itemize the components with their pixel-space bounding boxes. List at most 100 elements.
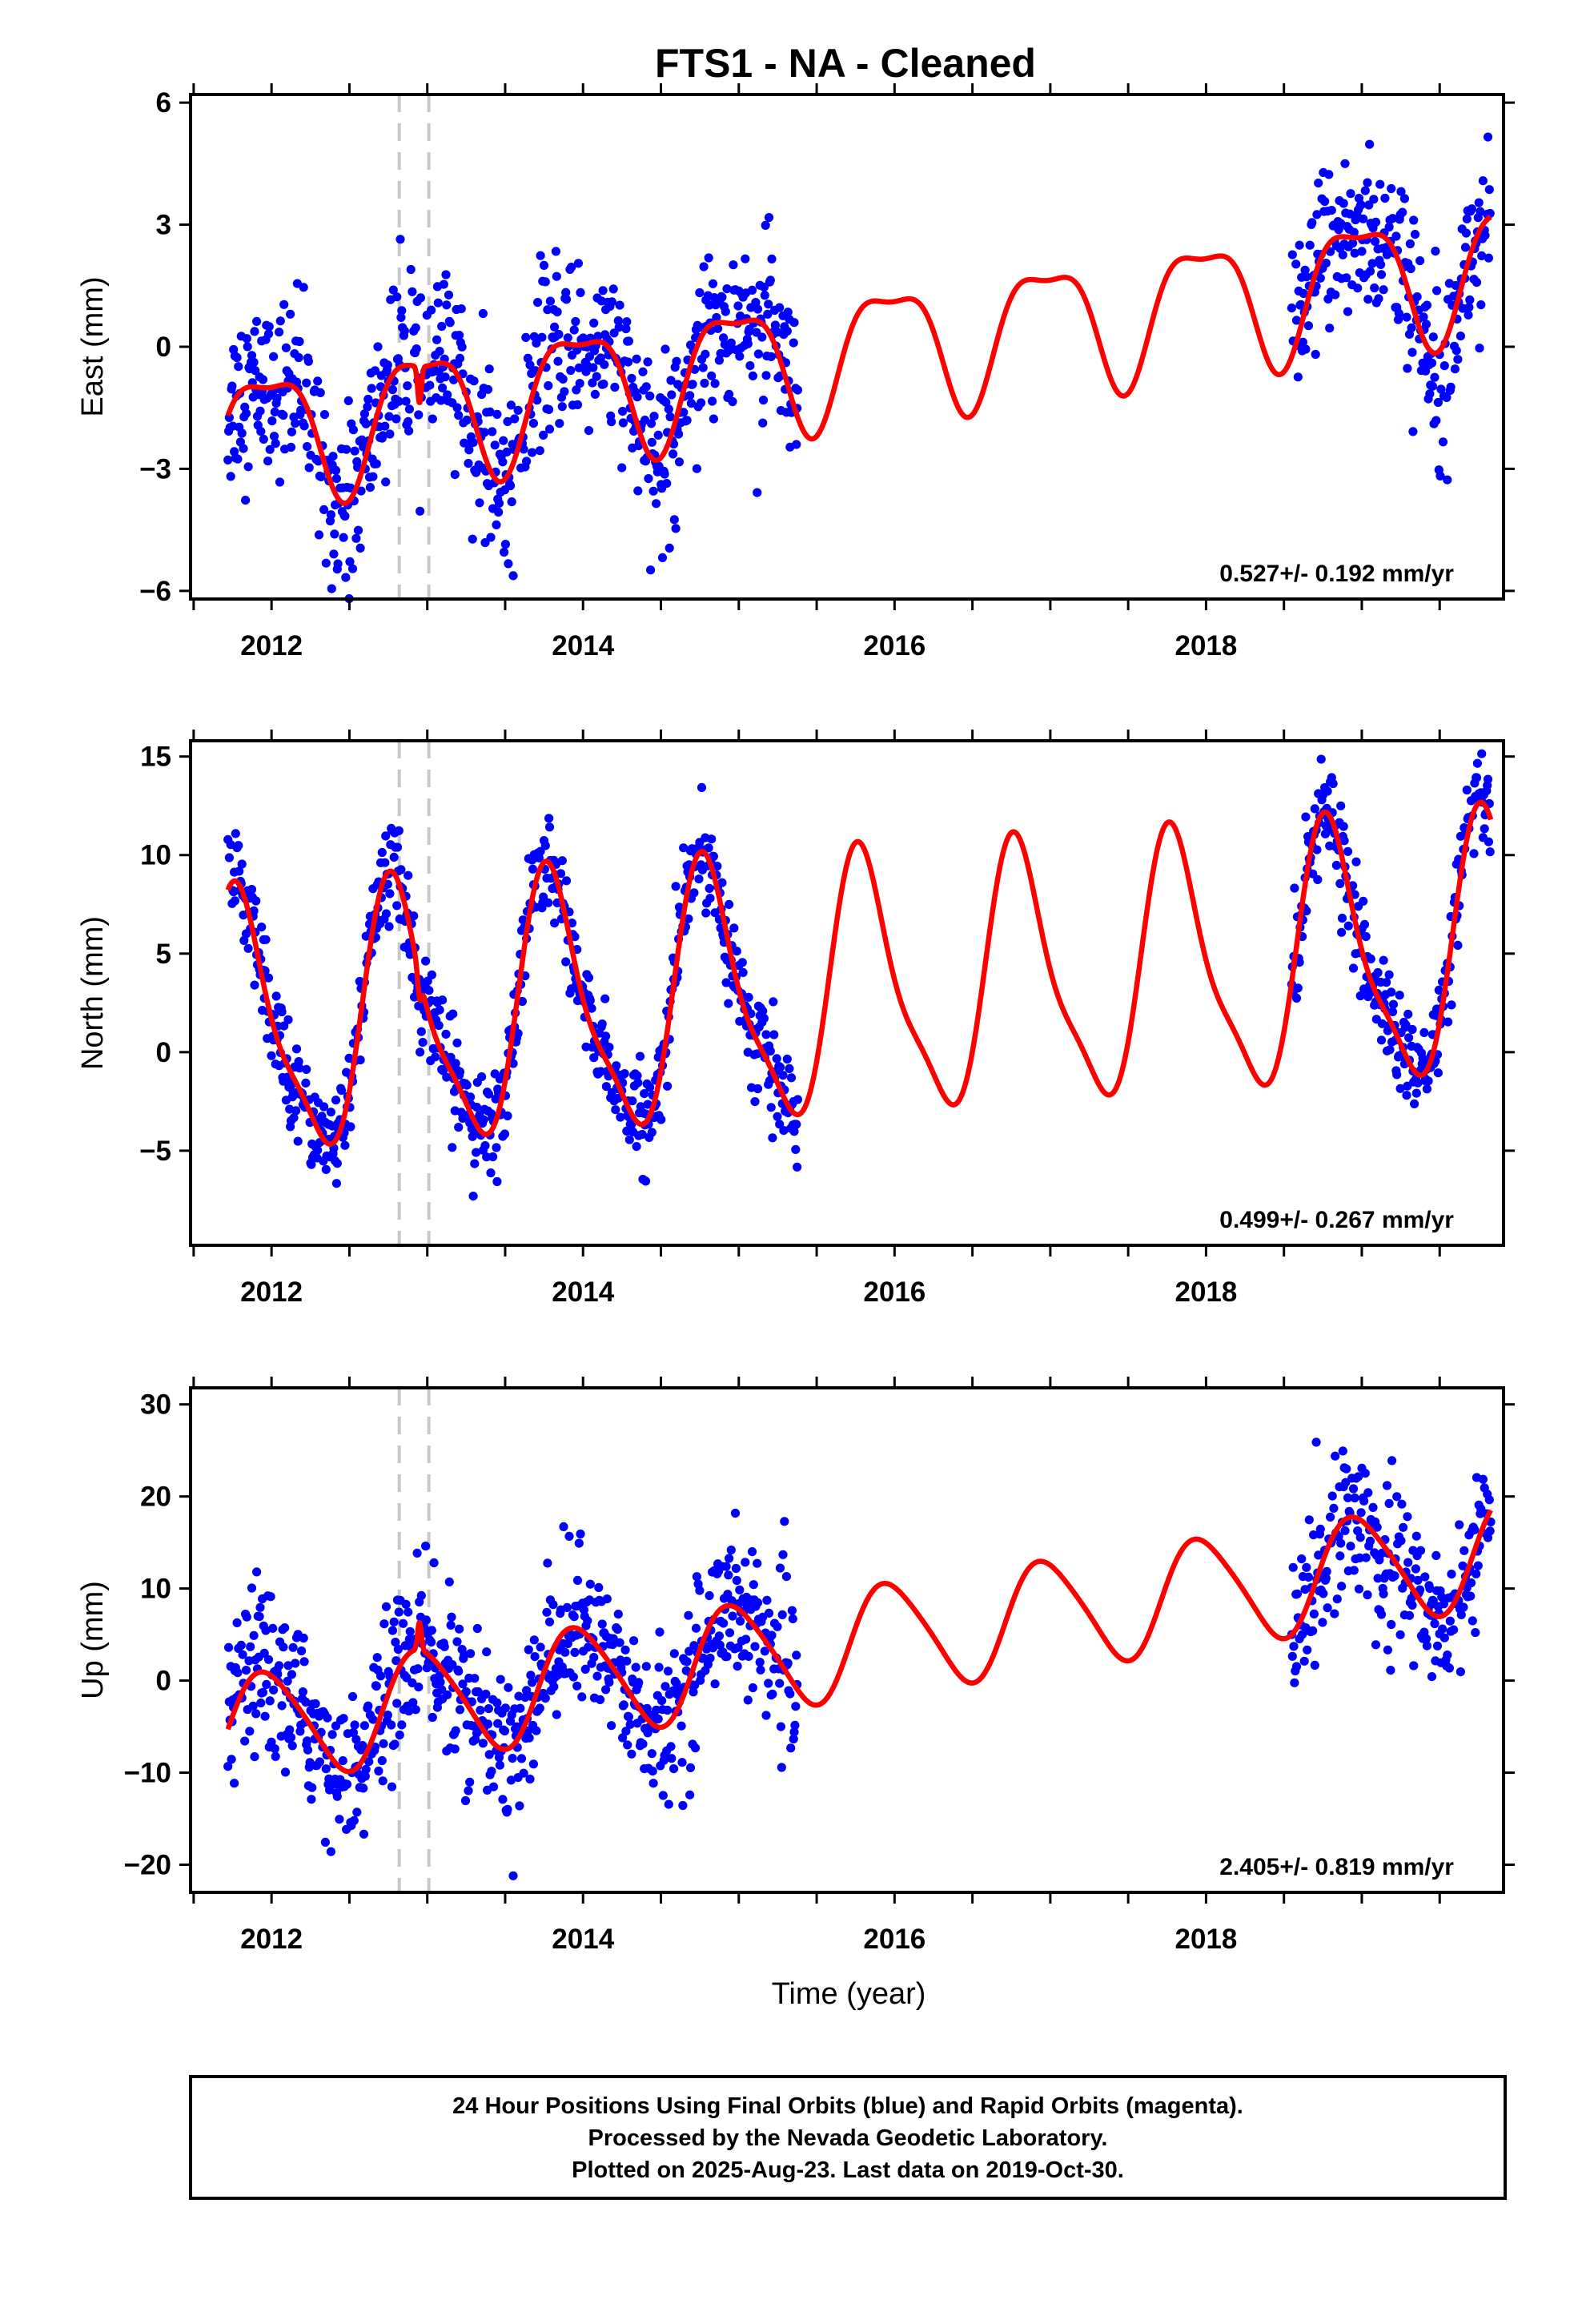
data-point (275, 477, 285, 487)
data-point (513, 405, 523, 415)
data-point (267, 1737, 276, 1747)
data-point (330, 529, 339, 539)
data-point (775, 1563, 785, 1573)
data-point (516, 1703, 525, 1713)
data-point (495, 1760, 505, 1770)
data-point (767, 254, 777, 263)
data-point (685, 391, 695, 400)
data-point (747, 285, 757, 295)
data-point (528, 1678, 537, 1687)
data-point (286, 442, 296, 452)
data-point (602, 1594, 612, 1604)
data-point (762, 1595, 772, 1605)
data-point (1465, 295, 1475, 305)
data-point (482, 1152, 492, 1162)
data-point (560, 1647, 570, 1657)
data-point (1453, 940, 1463, 950)
data-point (243, 462, 253, 472)
data-point (408, 1678, 417, 1687)
data-point (1447, 1000, 1456, 1010)
data-point (695, 287, 705, 298)
data-point (303, 356, 313, 366)
data-point (314, 530, 324, 540)
data-point (1356, 1508, 1366, 1518)
data-point (1365, 1536, 1375, 1546)
data-point (685, 1647, 694, 1656)
x-tick-label: 2018 (1174, 1277, 1237, 1308)
data-point (365, 483, 375, 493)
data-point (558, 374, 568, 384)
data-point (607, 417, 616, 427)
x-tick-label: 2016 (863, 630, 926, 661)
data-point (524, 1733, 534, 1743)
data-point (753, 349, 764, 359)
y-axis-label: North (mm) (76, 916, 110, 1070)
data-point (1354, 1472, 1363, 1482)
data-point (761, 1711, 771, 1720)
data-point (776, 1722, 786, 1731)
data-point (692, 464, 702, 473)
data-point (667, 390, 677, 400)
data-point (596, 1695, 605, 1704)
data-point (472, 1623, 482, 1634)
data-point (643, 1100, 652, 1109)
data-point (247, 885, 257, 895)
data-point (394, 826, 404, 835)
data-point (267, 1051, 276, 1060)
data-point (1473, 1561, 1483, 1570)
data-point (778, 1071, 788, 1080)
data-point (427, 305, 436, 315)
data-point (789, 1734, 798, 1744)
data-point (1342, 273, 1351, 283)
data-point (1370, 283, 1379, 293)
data-point (406, 264, 416, 275)
data-point (303, 442, 312, 452)
data-point (736, 1616, 745, 1626)
data-point (1359, 896, 1368, 906)
data-point (624, 357, 633, 367)
data-point (778, 1550, 788, 1559)
data-point (350, 446, 359, 456)
data-point (1327, 1491, 1337, 1501)
data-point (572, 400, 583, 409)
data-point (566, 366, 576, 376)
data-point (589, 318, 599, 328)
data-point (792, 1120, 801, 1129)
data-point (1303, 1572, 1313, 1582)
data-point (245, 1727, 255, 1736)
data-point (1455, 1520, 1464, 1530)
data-point (298, 1687, 307, 1697)
data-point (289, 1113, 299, 1123)
data-point (1438, 1624, 1447, 1634)
data-point (536, 251, 545, 260)
data-point (249, 906, 259, 915)
data-point (445, 318, 455, 328)
data-point (708, 1643, 718, 1653)
data-point (1337, 1582, 1347, 1591)
data-point (684, 914, 693, 923)
data-point (243, 943, 253, 953)
data-point (271, 1751, 280, 1761)
data-point (610, 382, 620, 392)
data-point (1411, 1564, 1420, 1574)
data-point (1439, 1599, 1448, 1609)
data-point (793, 1095, 803, 1104)
data-point (1357, 247, 1367, 256)
data-point (431, 1052, 440, 1062)
data-point (1359, 1496, 1369, 1506)
data-point (721, 978, 731, 987)
data-point (494, 498, 504, 509)
data-point (262, 1679, 271, 1689)
data-point (1443, 1017, 1453, 1027)
data-point (230, 896, 239, 906)
data-point (483, 1719, 493, 1729)
data-point (424, 986, 434, 995)
data-point (319, 409, 330, 420)
data-point (753, 1598, 763, 1607)
data-point (251, 896, 261, 906)
data-point (1288, 1562, 1298, 1572)
data-point (654, 1663, 664, 1672)
data-point (616, 1112, 625, 1122)
data-point (1303, 321, 1313, 331)
data-point (392, 842, 403, 852)
